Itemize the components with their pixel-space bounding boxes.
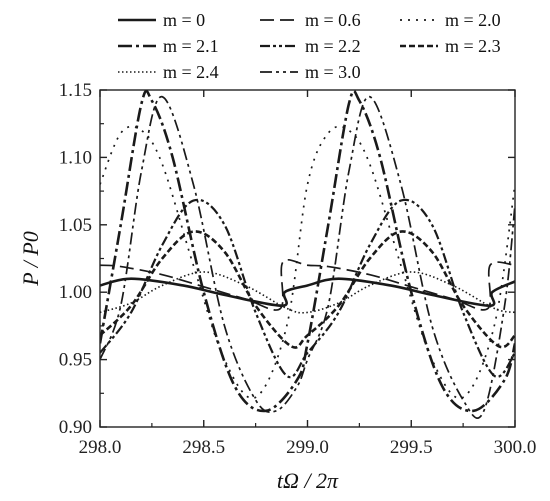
y-tick-label: 1.00: [59, 282, 92, 303]
legend: m = 0 m = 0.6 m = 2.0 m = 2.1 m = 2.2 m = 2.3…: [118, 10, 501, 82]
x-tick-label: 298.5: [182, 437, 225, 458]
y-tick-label: 0.90: [59, 417, 92, 438]
legend-item-m-2p0: m = 2.0: [400, 10, 501, 30]
series-line-m-2p1: [100, 90, 515, 413]
y-tick-label: 1.05: [59, 215, 92, 236]
legend-item-m-0: m = 0: [118, 10, 205, 30]
axes: 298.0 298.5 299.0 299.5 300.0 0.90 0.95 1.00 1.0…: [18, 80, 536, 493]
series-line-m-2p2: [100, 198, 515, 379]
series-line-m-0p6: [100, 258, 515, 311]
x-tick-label: 298.0: [79, 437, 122, 458]
series-line-m-3p0: [100, 95, 515, 419]
legend-item-m-2p4: m = 2.4: [118, 62, 219, 82]
x-tick-label: 300.0: [494, 437, 537, 458]
legend-item-m-3p0: m = 3.0: [260, 62, 361, 82]
y-axis-title: P / P0: [18, 231, 43, 287]
y-tick-label: 0.95: [59, 350, 92, 371]
x-axis-title: tΩ / 2π: [277, 468, 339, 493]
x-tick-label: 299.5: [390, 437, 433, 458]
legend-item-m-2p3: m = 2.3: [400, 36, 501, 56]
y-tick-label: 1.15: [59, 80, 92, 101]
legend-label: m = 2.2: [305, 36, 361, 56]
legend-item-m-2p1: m = 2.1: [118, 36, 219, 56]
x-tick-label: 299.0: [286, 437, 329, 458]
legend-label: m = 0: [163, 10, 205, 30]
series-line-m-2p0: [100, 125, 515, 400]
legend-item-m-2p2: m = 2.2: [260, 36, 361, 56]
legend-label: m = 0.6: [305, 10, 361, 30]
legend-label: m = 2.0: [445, 10, 501, 30]
legend-label: m = 2.4: [163, 62, 219, 82]
series-line-m-2p3: [100, 230, 515, 349]
y-tick-label: 1.10: [59, 147, 92, 168]
legend-item-m-0p6: m = 0.6: [260, 10, 361, 30]
series-layer: [100, 90, 515, 419]
legend-label: m = 3.0: [305, 62, 361, 82]
legend-label: m = 2.3: [445, 36, 501, 56]
legend-label: m = 2.1: [163, 36, 219, 56]
series-line-m-2p4: [100, 271, 515, 314]
